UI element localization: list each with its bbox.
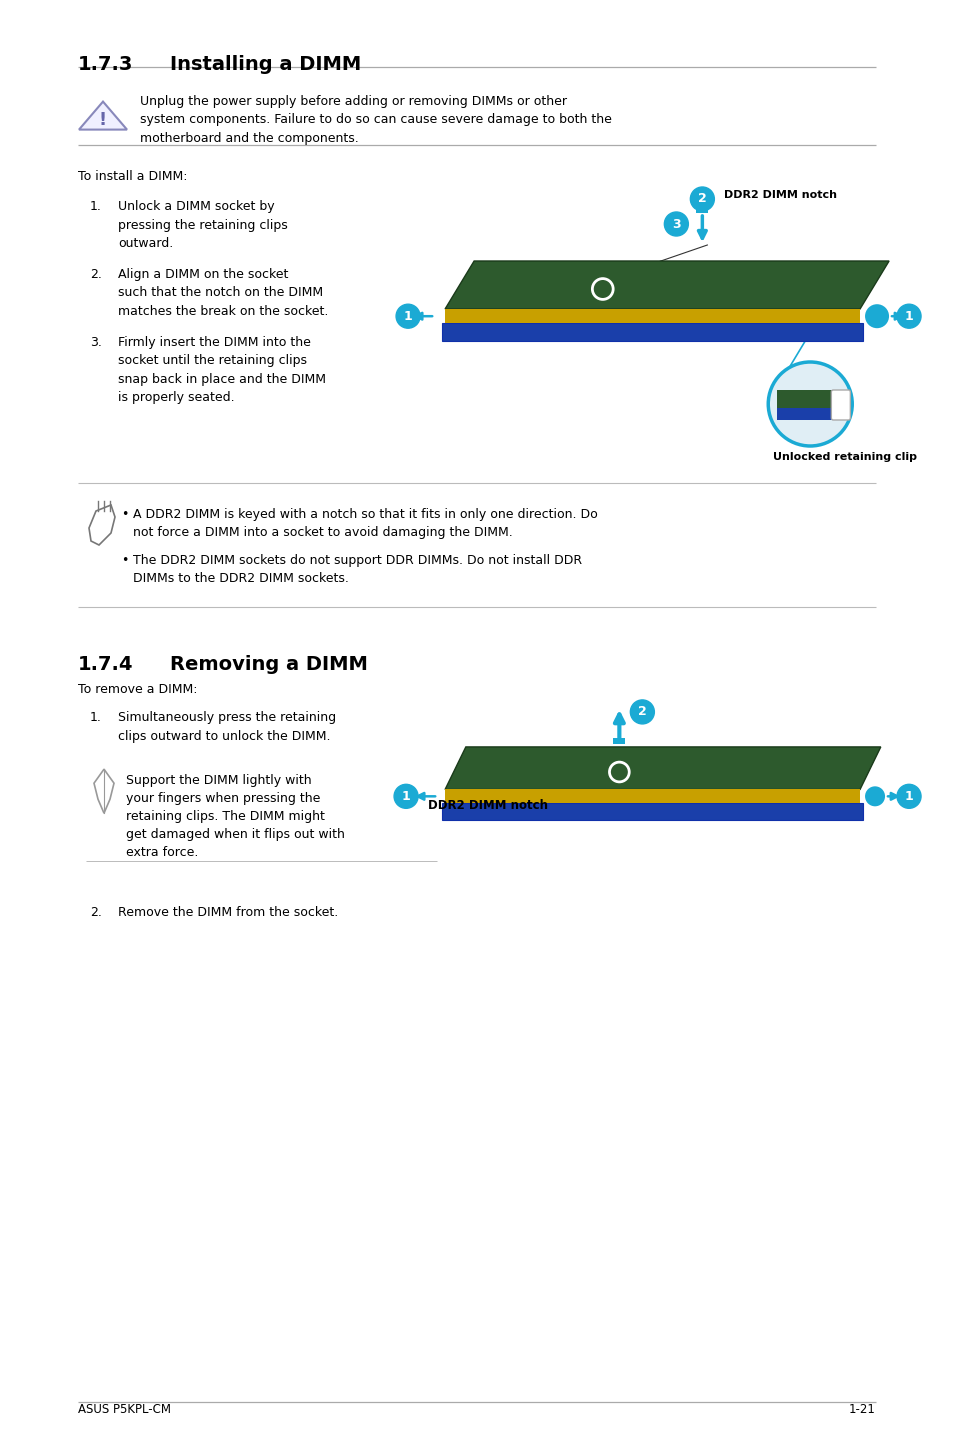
- Text: •: •: [121, 554, 129, 567]
- Text: The DDR2 DIMM sockets do not support DDR DIMMs. Do not install DDR
DIMMs to the : The DDR2 DIMM sockets do not support DDR…: [132, 554, 581, 585]
- Circle shape: [663, 211, 688, 236]
- Text: DDR2 DIMM notch: DDR2 DIMM notch: [723, 190, 837, 200]
- Text: Align a DIMM on the socket
such that the notch on the DIMM
matches the break on : Align a DIMM on the socket such that the…: [118, 267, 328, 318]
- Text: •: •: [121, 508, 129, 521]
- Polygon shape: [445, 789, 860, 804]
- FancyBboxPatch shape: [613, 738, 625, 743]
- Text: 2: 2: [638, 706, 646, 719]
- Text: 2.: 2.: [90, 906, 102, 919]
- Text: 1: 1: [401, 789, 410, 802]
- Text: Installing a DIMM: Installing a DIMM: [170, 55, 361, 73]
- Text: 1: 1: [903, 309, 912, 322]
- Text: 1: 1: [403, 309, 412, 322]
- Polygon shape: [441, 804, 862, 820]
- Text: To remove a DIMM:: To remove a DIMM:: [78, 683, 197, 696]
- Text: Unplug the power supply before adding or removing DIMMs or other
system componen: Unplug the power supply before adding or…: [140, 95, 611, 145]
- Text: !: !: [99, 111, 107, 129]
- Polygon shape: [776, 408, 843, 420]
- Text: Remove the DIMM from the socket.: Remove the DIMM from the socket.: [118, 906, 338, 919]
- Text: DDR2 DIMM notch: DDR2 DIMM notch: [428, 800, 548, 812]
- Text: 1-21: 1-21: [848, 1403, 875, 1416]
- Text: A DDR2 DIMM is keyed with a notch so that it fits in only one direction. Do
not : A DDR2 DIMM is keyed with a notch so tha…: [132, 508, 598, 539]
- Circle shape: [394, 784, 417, 808]
- Text: 3: 3: [671, 217, 679, 230]
- Polygon shape: [445, 746, 880, 789]
- Circle shape: [896, 784, 920, 808]
- Circle shape: [896, 305, 920, 328]
- Text: Unlocked retaining clip: Unlocked retaining clip: [773, 452, 916, 462]
- Polygon shape: [441, 324, 862, 341]
- Text: Removing a DIMM: Removing a DIMM: [170, 656, 368, 674]
- FancyBboxPatch shape: [696, 203, 708, 213]
- Text: 1.7.4: 1.7.4: [78, 656, 133, 674]
- Text: ASUS P5KPL-CM: ASUS P5KPL-CM: [78, 1403, 171, 1416]
- Text: 2: 2: [698, 193, 706, 206]
- Text: Support the DIMM lightly with
your fingers when pressing the
retaining clips. Th: Support the DIMM lightly with your finge…: [126, 774, 345, 858]
- Circle shape: [690, 187, 714, 211]
- Text: 1.7.3: 1.7.3: [78, 55, 133, 73]
- Polygon shape: [79, 102, 127, 129]
- Text: 2.: 2.: [90, 267, 102, 280]
- Circle shape: [864, 787, 884, 807]
- Text: Firmly insert the DIMM into the
socket until the retaining clips
snap back in pl: Firmly insert the DIMM into the socket u…: [118, 336, 326, 404]
- Text: 1.: 1.: [90, 200, 102, 213]
- Text: 1: 1: [903, 789, 912, 802]
- Circle shape: [767, 362, 851, 446]
- Polygon shape: [445, 309, 860, 324]
- Text: Simultaneously press the retaining
clips outward to unlock the DIMM.: Simultaneously press the retaining clips…: [118, 712, 335, 742]
- Text: Unlock a DIMM socket by
pressing the retaining clips
outward.: Unlock a DIMM socket by pressing the ret…: [118, 200, 288, 250]
- Text: 1.: 1.: [90, 712, 102, 725]
- Polygon shape: [776, 390, 843, 408]
- Text: To install a DIMM:: To install a DIMM:: [78, 170, 188, 183]
- FancyBboxPatch shape: [830, 390, 849, 420]
- Circle shape: [395, 305, 419, 328]
- Circle shape: [864, 305, 888, 328]
- Circle shape: [630, 700, 654, 723]
- Polygon shape: [445, 262, 888, 309]
- Text: 3.: 3.: [90, 336, 102, 349]
